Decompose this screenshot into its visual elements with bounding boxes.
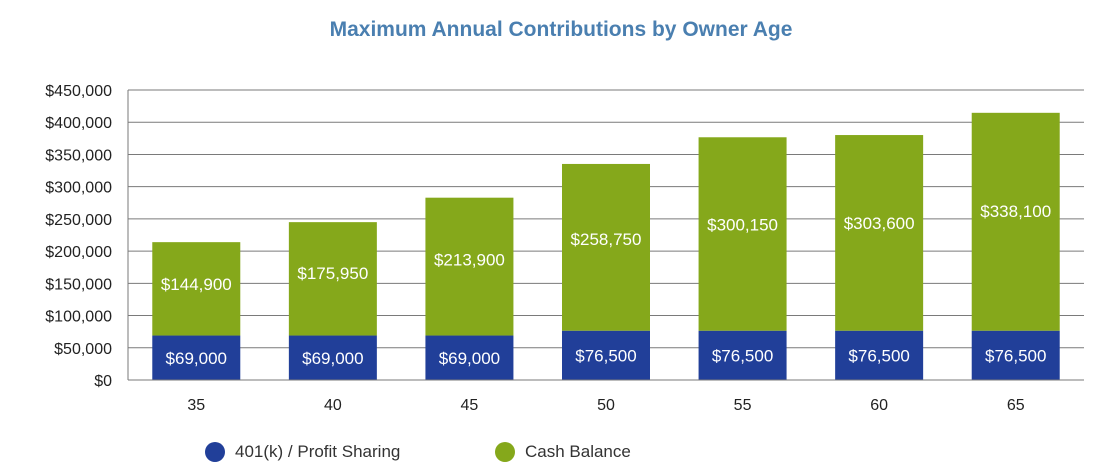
y-tick-label: $100,000 <box>45 309 112 326</box>
y-tick-label: $300,000 <box>45 180 112 197</box>
chart-title: Maximum Annual Contributions by Owner Ag… <box>329 18 793 41</box>
bar-cash-balance <box>698 137 787 331</box>
axes: $0 $50,000 $100,000 $150,000 $200,000 $250,00… <box>45 83 1084 414</box>
y-tick-label: $200,000 <box>45 244 112 261</box>
data-label-cash-balance: $213,900 <box>434 251 505 270</box>
bar-cash-balance <box>835 135 924 331</box>
y-tick-label: $450,000 <box>45 83 112 100</box>
data-label-cash-balance: $300,150 <box>707 215 778 234</box>
bar-401k-profit-sharing <box>835 330 924 380</box>
data-label-cash-balance: $175,950 <box>297 264 368 283</box>
legend-swatch-401k <box>205 442 225 462</box>
bar-cash-balance <box>425 197 514 336</box>
legend-swatch-cash-balance <box>495 442 515 462</box>
x-tick-label: 65 <box>1007 397 1025 414</box>
data-label-401k: $69,000 <box>166 349 227 368</box>
data-label-cash-balance: $258,750 <box>571 230 642 249</box>
bar-401k-profit-sharing <box>288 335 377 380</box>
data-label-401k: $76,500 <box>848 346 909 365</box>
x-tick-label: 50 <box>597 397 615 414</box>
y-tick-label: $350,000 <box>45 147 112 164</box>
x-tick-label: 45 <box>461 397 479 414</box>
y-tick-label: $0 <box>94 373 112 390</box>
legend-label-cash-balance: Cash Balance <box>525 442 631 461</box>
bar-cash-balance <box>562 163 650 331</box>
data-label-401k: $76,500 <box>985 346 1046 365</box>
bar-401k-profit-sharing <box>562 330 650 380</box>
bar-401k-profit-sharing <box>698 330 787 380</box>
data-label-cash-balance: $303,600 <box>844 214 915 233</box>
data-label-401k: $69,000 <box>439 349 500 368</box>
bar-401k-profit-sharing <box>425 335 514 380</box>
bar-401k-profit-sharing <box>971 330 1060 380</box>
bar-cash-balance <box>152 242 241 336</box>
bars: $69,000 $144,900 $69,000 $175,950 $69,000 $21… <box>152 112 1060 380</box>
y-tick-label: $150,000 <box>45 276 112 293</box>
legend-item-cash-balance: Cash Balance <box>495 440 631 464</box>
legend-item-401k: 401(k) / Profit Sharing <box>205 440 400 464</box>
data-label-401k: $69,000 <box>302 349 363 368</box>
bar-cash-balance <box>971 112 1060 331</box>
data-label-401k: $76,500 <box>575 346 636 365</box>
x-tick-label: 60 <box>870 397 888 414</box>
y-tick-label: $250,000 <box>45 212 112 229</box>
x-tick-label: 55 <box>734 397 752 414</box>
y-tick-label: $400,000 <box>45 115 112 132</box>
x-tick-label: 40 <box>324 397 342 414</box>
y-tick-label: $50,000 <box>54 341 112 358</box>
data-label-401k: $76,500 <box>712 346 773 365</box>
x-tick-label: 35 <box>187 397 205 414</box>
data-label-cash-balance: $144,900 <box>161 275 232 294</box>
data-label-cash-balance: $338,100 <box>980 202 1051 221</box>
bar-cash-balance <box>288 222 377 336</box>
bar-401k-profit-sharing <box>152 335 241 380</box>
legend-label-401k: 401(k) / Profit Sharing <box>235 442 401 461</box>
